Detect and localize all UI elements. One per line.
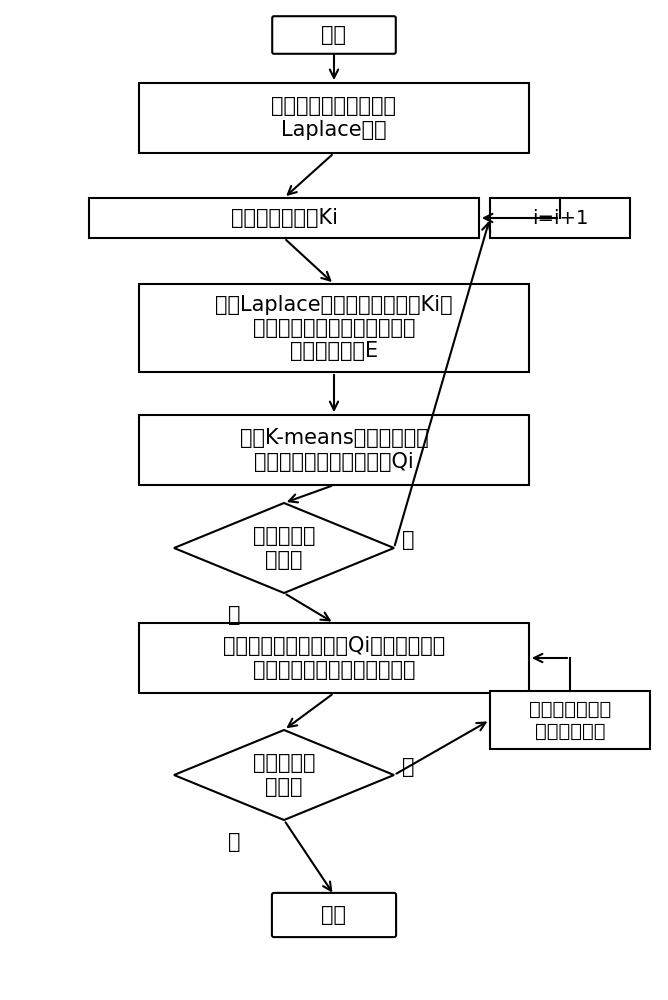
Text: 是: 是 bbox=[228, 605, 240, 625]
Polygon shape bbox=[174, 730, 394, 820]
Text: 设置初始分区数Ki: 设置初始分区数Ki bbox=[230, 208, 337, 228]
Text: 利用K-means算法获取分区
结果，计算分区的模块度Qi: 利用K-means算法获取分区 结果，计算分区的模块度Qi bbox=[240, 428, 428, 472]
Text: 基于电网拓扑模型求解
Laplace矩阵: 基于电网拓扑模型求解 Laplace矩阵 bbox=[271, 96, 397, 140]
Bar bbox=[139, 415, 529, 485]
Polygon shape bbox=[174, 503, 394, 593]
Text: 根据可划分节点
调整分区方案: 根据可划分节点 调整分区方案 bbox=[529, 700, 611, 740]
FancyBboxPatch shape bbox=[273, 16, 395, 54]
Text: 是否达到最
大迭代: 是否达到最 大迭代 bbox=[253, 526, 315, 570]
Text: 分区校验满
足条件: 分区校验满 足条件 bbox=[253, 753, 315, 797]
Text: 求解Laplace矩阵除零外最小的Ki个
特征值对应特征向量，组成低
维度样本矩阵E: 求解Laplace矩阵除零外最小的Ki个 特征值对应特征向量，组成低 维度样本矩… bbox=[215, 295, 453, 361]
Bar bbox=[139, 623, 529, 693]
Text: 开始: 开始 bbox=[321, 25, 347, 45]
Text: 对比各分区方案模块度Qi，取其中最大
值所对应的方案作为最佳方案: 对比各分区方案模块度Qi，取其中最大 值所对应的方案作为最佳方案 bbox=[223, 636, 445, 680]
Bar bbox=[89, 198, 479, 238]
Bar bbox=[490, 691, 650, 749]
Text: 否: 否 bbox=[402, 757, 415, 777]
Text: 否: 否 bbox=[402, 530, 415, 550]
Bar bbox=[139, 83, 529, 153]
Text: 结束: 结束 bbox=[321, 905, 347, 925]
FancyBboxPatch shape bbox=[272, 893, 396, 937]
Bar bbox=[490, 198, 630, 238]
Text: 是: 是 bbox=[228, 832, 240, 852]
Bar bbox=[139, 284, 529, 372]
Text: i=i+1: i=i+1 bbox=[532, 209, 589, 228]
